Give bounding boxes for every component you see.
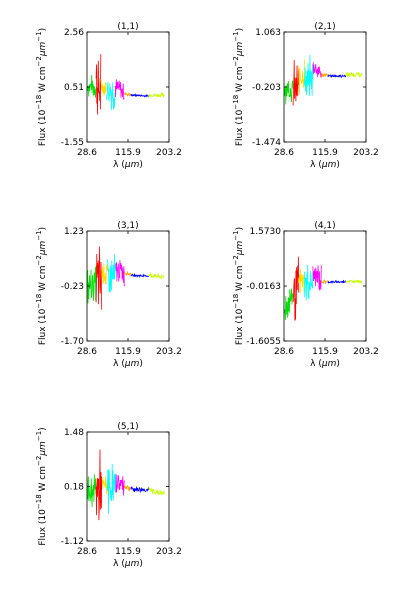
series-line — [304, 54, 314, 97]
y-tick-label: 1.48 — [64, 428, 84, 438]
series-line — [101, 475, 108, 495]
series-line — [115, 260, 125, 287]
series-line — [107, 463, 117, 515]
series-line — [345, 71, 363, 78]
series-line — [284, 288, 294, 321]
series-line — [115, 474, 125, 496]
series-line — [298, 59, 305, 95]
x-tick-label: 203.2 — [353, 347, 379, 357]
panel-title: (1,1) — [117, 22, 138, 32]
series-line — [123, 271, 132, 277]
series-line — [87, 74, 97, 98]
series-line — [321, 72, 329, 78]
series-line — [148, 91, 165, 99]
x-tick-label: 115.9 — [312, 347, 338, 357]
y-tick-label: 1.23 — [64, 227, 84, 237]
x-axis-label: λ (μm) — [310, 160, 340, 170]
x-tick-label: 28.6 — [77, 547, 97, 557]
y-axis-label: Flux (10−18 W cm−2μm−1) — [232, 28, 245, 146]
x-axis-label: λ (μm) — [113, 359, 143, 369]
x-tick-label: 115.9 — [115, 148, 141, 158]
x-tick-label: 28.6 — [77, 148, 97, 158]
x-tick-label: 115.9 — [115, 347, 141, 357]
y-tick-label: 0.18 — [64, 483, 84, 493]
x-tick-label: 203.2 — [353, 148, 379, 158]
x-axis-label: λ (μm) — [310, 359, 340, 369]
panel-title: (2,1) — [314, 22, 335, 32]
series-line — [327, 279, 347, 285]
series-line — [100, 78, 107, 96]
series-line — [292, 60, 300, 106]
plot-frame — [86, 31, 170, 143]
series-line — [292, 256, 300, 321]
panel-title: (4,1) — [314, 221, 335, 231]
x-axis-label: λ (μm) — [113, 559, 143, 569]
x-tick-label: 28.6 — [274, 148, 294, 158]
series-line — [95, 449, 103, 521]
series-line — [123, 92, 132, 97]
y-tick-label: -0.23 — [61, 282, 84, 292]
x-tick-label: 28.6 — [77, 347, 97, 357]
x-tick-label: 115.9 — [115, 547, 141, 557]
series-line — [114, 79, 125, 100]
y-axis-label: Flux (10−18 W cm−2μm−1) — [35, 28, 48, 146]
series-line — [101, 263, 108, 285]
y-axis-label: Flux (10−18 W cm−2μm−1) — [232, 227, 245, 345]
series-line — [95, 54, 102, 115]
series-line — [327, 73, 347, 79]
series-line — [345, 279, 363, 285]
series-line — [95, 246, 103, 310]
x-tick-label: 115.9 — [312, 148, 338, 158]
y-tick-label: 0.51 — [64, 83, 84, 93]
panel-title: (5,1) — [117, 422, 138, 432]
y-tick-label: -0.203 — [252, 83, 281, 93]
series-line — [284, 80, 294, 105]
x-tick-label: 203.2 — [156, 347, 182, 357]
series-line — [87, 265, 97, 304]
series-line — [106, 81, 116, 111]
x-tick-label: 28.6 — [274, 347, 294, 357]
series-line — [320, 279, 329, 285]
y-tick-label: -1.6055 — [246, 337, 281, 347]
y-tick-label: 1.063 — [255, 28, 281, 38]
y-axis-label: Flux (10−18 W cm−2μm−1) — [35, 427, 48, 545]
panel-title: (3,1) — [117, 221, 138, 231]
series-line — [130, 93, 149, 98]
series-line — [312, 61, 322, 78]
series-line — [298, 268, 305, 293]
y-axis-label: Flux (10−18 W cm−2μm−1) — [35, 227, 48, 345]
series-line — [312, 265, 322, 291]
y-tick-label: -1.55 — [61, 138, 84, 148]
series-line — [130, 486, 150, 494]
series-line — [87, 474, 97, 508]
series-line — [148, 272, 165, 280]
y-tick-label: -1.12 — [61, 537, 84, 547]
y-tick-label: -1.474 — [252, 138, 281, 148]
y-tick-label: 1.5730 — [250, 227, 282, 237]
series-line — [304, 264, 314, 301]
series-line — [130, 272, 150, 279]
series-line — [107, 254, 117, 293]
y-tick-label: 2.56 — [64, 28, 84, 38]
series-line — [123, 484, 132, 492]
x-tick-label: 203.2 — [156, 148, 182, 158]
y-tick-label: -1.70 — [61, 337, 85, 347]
x-axis-label: λ (μm) — [113, 160, 143, 170]
series-line — [148, 486, 165, 495]
y-tick-label: -0.0163 — [246, 282, 281, 292]
x-tick-label: 203.2 — [156, 547, 182, 557]
